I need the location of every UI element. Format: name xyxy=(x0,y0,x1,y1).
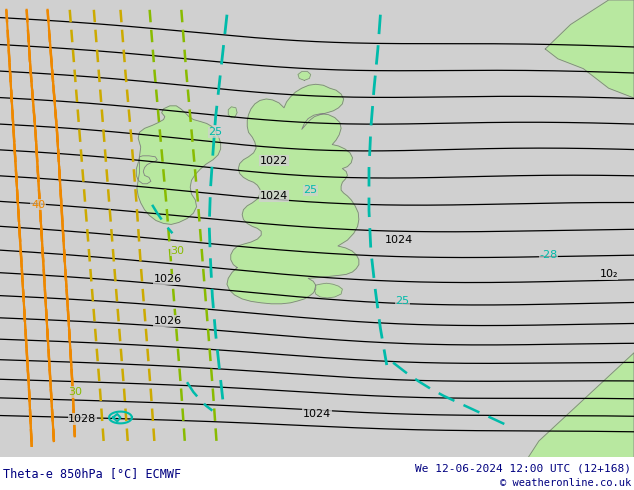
Polygon shape xyxy=(240,271,302,299)
Text: 40: 40 xyxy=(31,200,45,210)
Text: 1014: 1014 xyxy=(512,463,540,473)
Polygon shape xyxy=(520,353,634,490)
Text: 25: 25 xyxy=(209,127,223,137)
Polygon shape xyxy=(137,106,221,224)
Text: 1024: 1024 xyxy=(385,235,413,245)
Text: 25: 25 xyxy=(396,296,410,306)
Text: -28: -28 xyxy=(540,250,557,260)
Polygon shape xyxy=(545,0,634,98)
Text: 25: 25 xyxy=(304,185,318,195)
Text: 30: 30 xyxy=(68,387,82,397)
Text: 1024: 1024 xyxy=(260,191,288,201)
Text: 1026: 1026 xyxy=(154,316,182,326)
Text: 1022: 1022 xyxy=(260,156,288,166)
Text: Theta-e 850hPa [°C] ECMWF: Theta-e 850hPa [°C] ECMWF xyxy=(3,467,181,480)
Text: 1028: 1028 xyxy=(68,414,96,424)
Text: 1026: 1026 xyxy=(154,274,182,284)
Text: 1024: 1024 xyxy=(303,409,331,419)
Bar xyxy=(0,457,634,490)
Polygon shape xyxy=(136,156,157,184)
Text: We 12-06-2024 12:00 UTC (12+168): We 12-06-2024 12:00 UTC (12+168) xyxy=(415,464,631,473)
Text: 30: 30 xyxy=(171,246,184,256)
Polygon shape xyxy=(298,72,311,80)
Polygon shape xyxy=(314,283,342,298)
Polygon shape xyxy=(228,107,237,118)
Text: © weatheronline.co.uk: © weatheronline.co.uk xyxy=(500,478,631,488)
Text: 10₂: 10₂ xyxy=(599,270,618,279)
Polygon shape xyxy=(227,84,359,304)
